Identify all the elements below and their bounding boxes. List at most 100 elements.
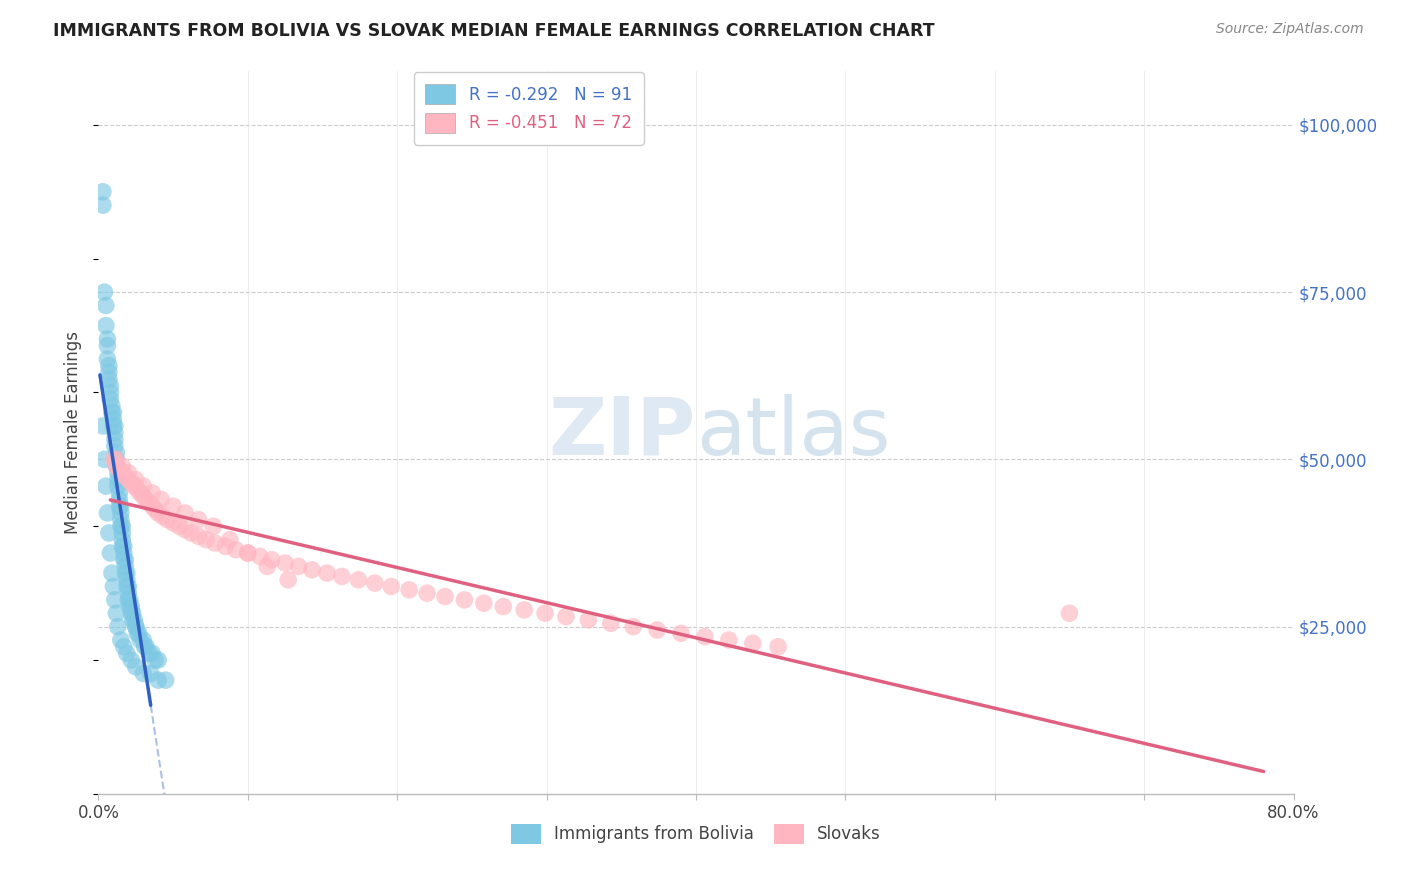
Point (112, 546, 135, 560)
Point (120, 599, 142, 614)
Point (115, 580, 138, 594)
Point (104, 433, 127, 447)
Point (97, 372, 120, 386)
Point (148, 653, 170, 667)
Point (129, 633, 152, 648)
Point (121, 613, 143, 627)
Text: IMMIGRANTS FROM BOLIVIA VS SLOVAK MEDIAN FEMALE EARNINGS CORRELATION CHART: IMMIGRANTS FROM BOLIVIA VS SLOVAK MEDIAN… (53, 22, 935, 40)
Point (111, 539, 134, 553)
Point (103, 580, 125, 594)
Point (434, 590, 457, 604)
Point (105, 458, 128, 473)
Point (114, 552, 136, 567)
Point (125, 473, 148, 487)
Point (256, 559, 278, 574)
Point (94, 298, 117, 313)
Point (114, 469, 136, 483)
Point (129, 485, 152, 500)
Point (132, 666, 155, 681)
Point (132, 633, 155, 648)
Point (148, 673, 170, 688)
Point (98, 378, 122, 392)
Point (127, 483, 149, 497)
Point (108, 462, 131, 476)
Point (115, 573, 138, 587)
Point (277, 573, 299, 587)
Point (453, 592, 475, 607)
Point (138, 646, 160, 660)
Point (741, 636, 763, 650)
Point (114, 566, 136, 581)
Point (94, 318, 117, 333)
Point (97, 359, 120, 373)
Point (103, 405, 125, 420)
Point (125, 619, 148, 633)
Point (107, 619, 129, 633)
Point (104, 419, 127, 434)
Point (108, 500, 131, 514)
Point (110, 500, 132, 514)
Point (236, 546, 259, 560)
Point (97, 526, 120, 541)
Point (364, 576, 387, 591)
Point (155, 673, 177, 688)
Point (316, 566, 339, 581)
Point (143, 653, 166, 667)
Point (98, 385, 122, 400)
Point (148, 506, 170, 520)
Point (103, 419, 125, 434)
Point (125, 619, 148, 633)
Point (347, 573, 370, 587)
Point (398, 582, 420, 597)
Point (225, 542, 247, 557)
Point (204, 536, 226, 550)
Point (105, 446, 128, 460)
Point (114, 559, 136, 574)
Point (156, 512, 179, 526)
Point (108, 485, 131, 500)
Point (111, 458, 134, 473)
Point (117, 473, 139, 487)
Point (98, 392, 122, 407)
Point (330, 569, 353, 583)
Point (97, 366, 120, 380)
Point (717, 633, 740, 648)
Point (534, 607, 557, 621)
Point (135, 492, 157, 507)
Point (112, 539, 135, 553)
Point (555, 609, 578, 624)
Point (103, 412, 125, 426)
Point (219, 533, 242, 547)
Point (111, 533, 134, 547)
Point (104, 592, 127, 607)
Point (492, 599, 515, 614)
Text: ZIP: ZIP (548, 393, 696, 472)
Point (1059, 607, 1081, 621)
Point (111, 526, 134, 541)
Point (141, 500, 163, 514)
Point (766, 640, 789, 654)
Text: Source: ZipAtlas.com: Source: ZipAtlas.com (1216, 22, 1364, 37)
Point (112, 640, 135, 654)
Point (93, 452, 115, 467)
Point (141, 646, 163, 660)
Point (202, 519, 225, 533)
Point (120, 653, 142, 667)
Point (513, 603, 536, 617)
Point (669, 626, 692, 640)
Point (105, 458, 128, 473)
Point (120, 607, 142, 621)
Point (91, 198, 114, 212)
Point (380, 580, 402, 594)
Point (104, 439, 127, 453)
Point (112, 552, 135, 567)
Point (96, 506, 118, 520)
Point (115, 646, 138, 660)
Point (167, 519, 190, 533)
Point (125, 660, 148, 674)
Point (195, 533, 218, 547)
Point (111, 519, 134, 533)
Text: atlas: atlas (696, 393, 890, 472)
Point (115, 566, 138, 581)
Point (162, 516, 184, 530)
